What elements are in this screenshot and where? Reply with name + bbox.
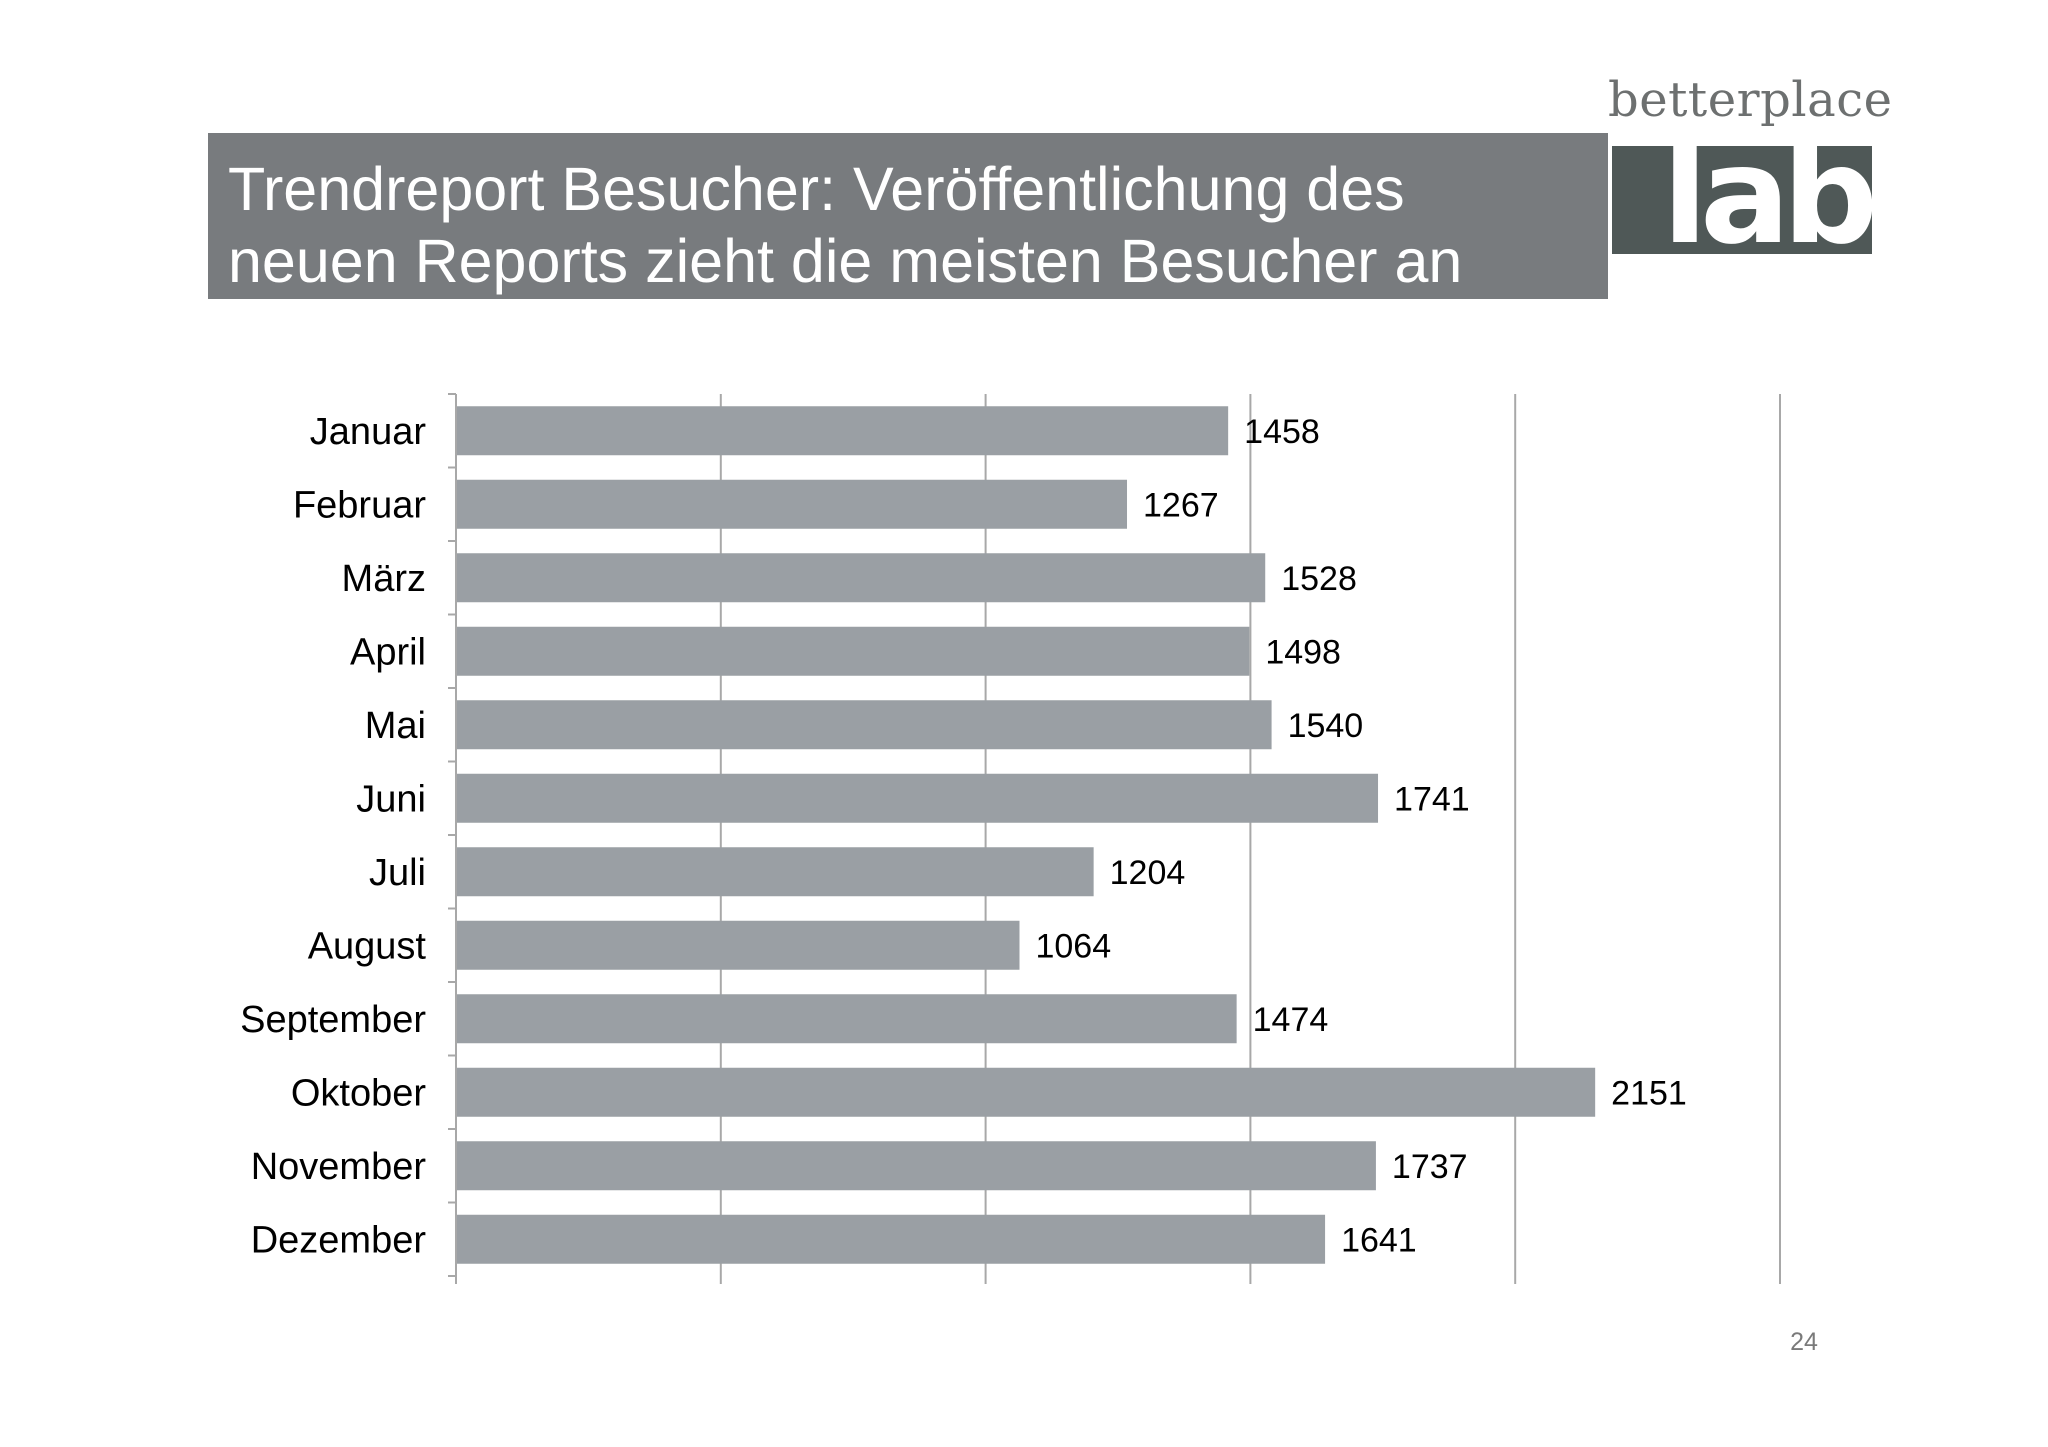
value-label: 1741	[1394, 780, 1470, 818]
page-number: 24	[1790, 1328, 1818, 1356]
bar-oktober	[457, 1067, 1596, 1117]
bar-januar	[457, 406, 1229, 456]
value-label: 1641	[1341, 1221, 1417, 1259]
bar-juni	[457, 773, 1379, 823]
bar-dezember	[457, 1214, 1326, 1264]
value-label: 1540	[1288, 707, 1364, 745]
bar-layer	[457, 406, 1596, 1264]
page-title: Trendreport Besucher: Veröffentlichung d…	[228, 155, 1463, 295]
bar-mai	[457, 700, 1272, 750]
category-label: April	[350, 631, 426, 673]
bar-märz	[457, 553, 1266, 603]
category-label: Oktober	[291, 1072, 427, 1114]
value-label: 1204	[1110, 854, 1186, 892]
brand-logo-block-text: lab	[1662, 146, 1872, 254]
category-label: August	[308, 925, 427, 967]
value-label: 1267	[1143, 486, 1219, 524]
value-label: 1737	[1392, 1148, 1468, 1186]
category-label: Juni	[356, 778, 426, 820]
title-banner: Trendreport Besucher: Veröffentlichung d…	[208, 133, 1608, 299]
brand-logo-block: lab	[1612, 146, 1872, 254]
bar-februar	[457, 479, 1128, 529]
category-label: Mai	[365, 705, 426, 747]
value-label: 1064	[1035, 927, 1111, 965]
label-layer: Januar 1458 Februar 1267 März 1528 April 1498 Ma…	[240, 411, 1687, 1262]
category-label: Juli	[369, 852, 426, 894]
value-label: 2151	[1611, 1074, 1687, 1112]
bar-august	[457, 920, 1020, 970]
bar-april	[457, 626, 1250, 676]
grid-layer	[448, 393, 1781, 1284]
category-label: März	[342, 558, 426, 600]
brand-logo-wordmark: betterplace	[1608, 72, 1893, 128]
category-label: November	[251, 1146, 427, 1188]
category-label: Februar	[293, 484, 426, 526]
bar-september	[457, 994, 1237, 1044]
value-label: 1474	[1253, 1001, 1329, 1039]
category-label: Dezember	[251, 1219, 427, 1261]
value-label: 1458	[1244, 413, 1320, 451]
bar-november	[457, 1141, 1376, 1191]
category-label: September	[240, 999, 426, 1041]
bar-juli	[457, 847, 1094, 897]
category-label: Januar	[310, 411, 427, 453]
value-label: 1498	[1265, 633, 1341, 671]
value-label: 1528	[1281, 560, 1357, 598]
